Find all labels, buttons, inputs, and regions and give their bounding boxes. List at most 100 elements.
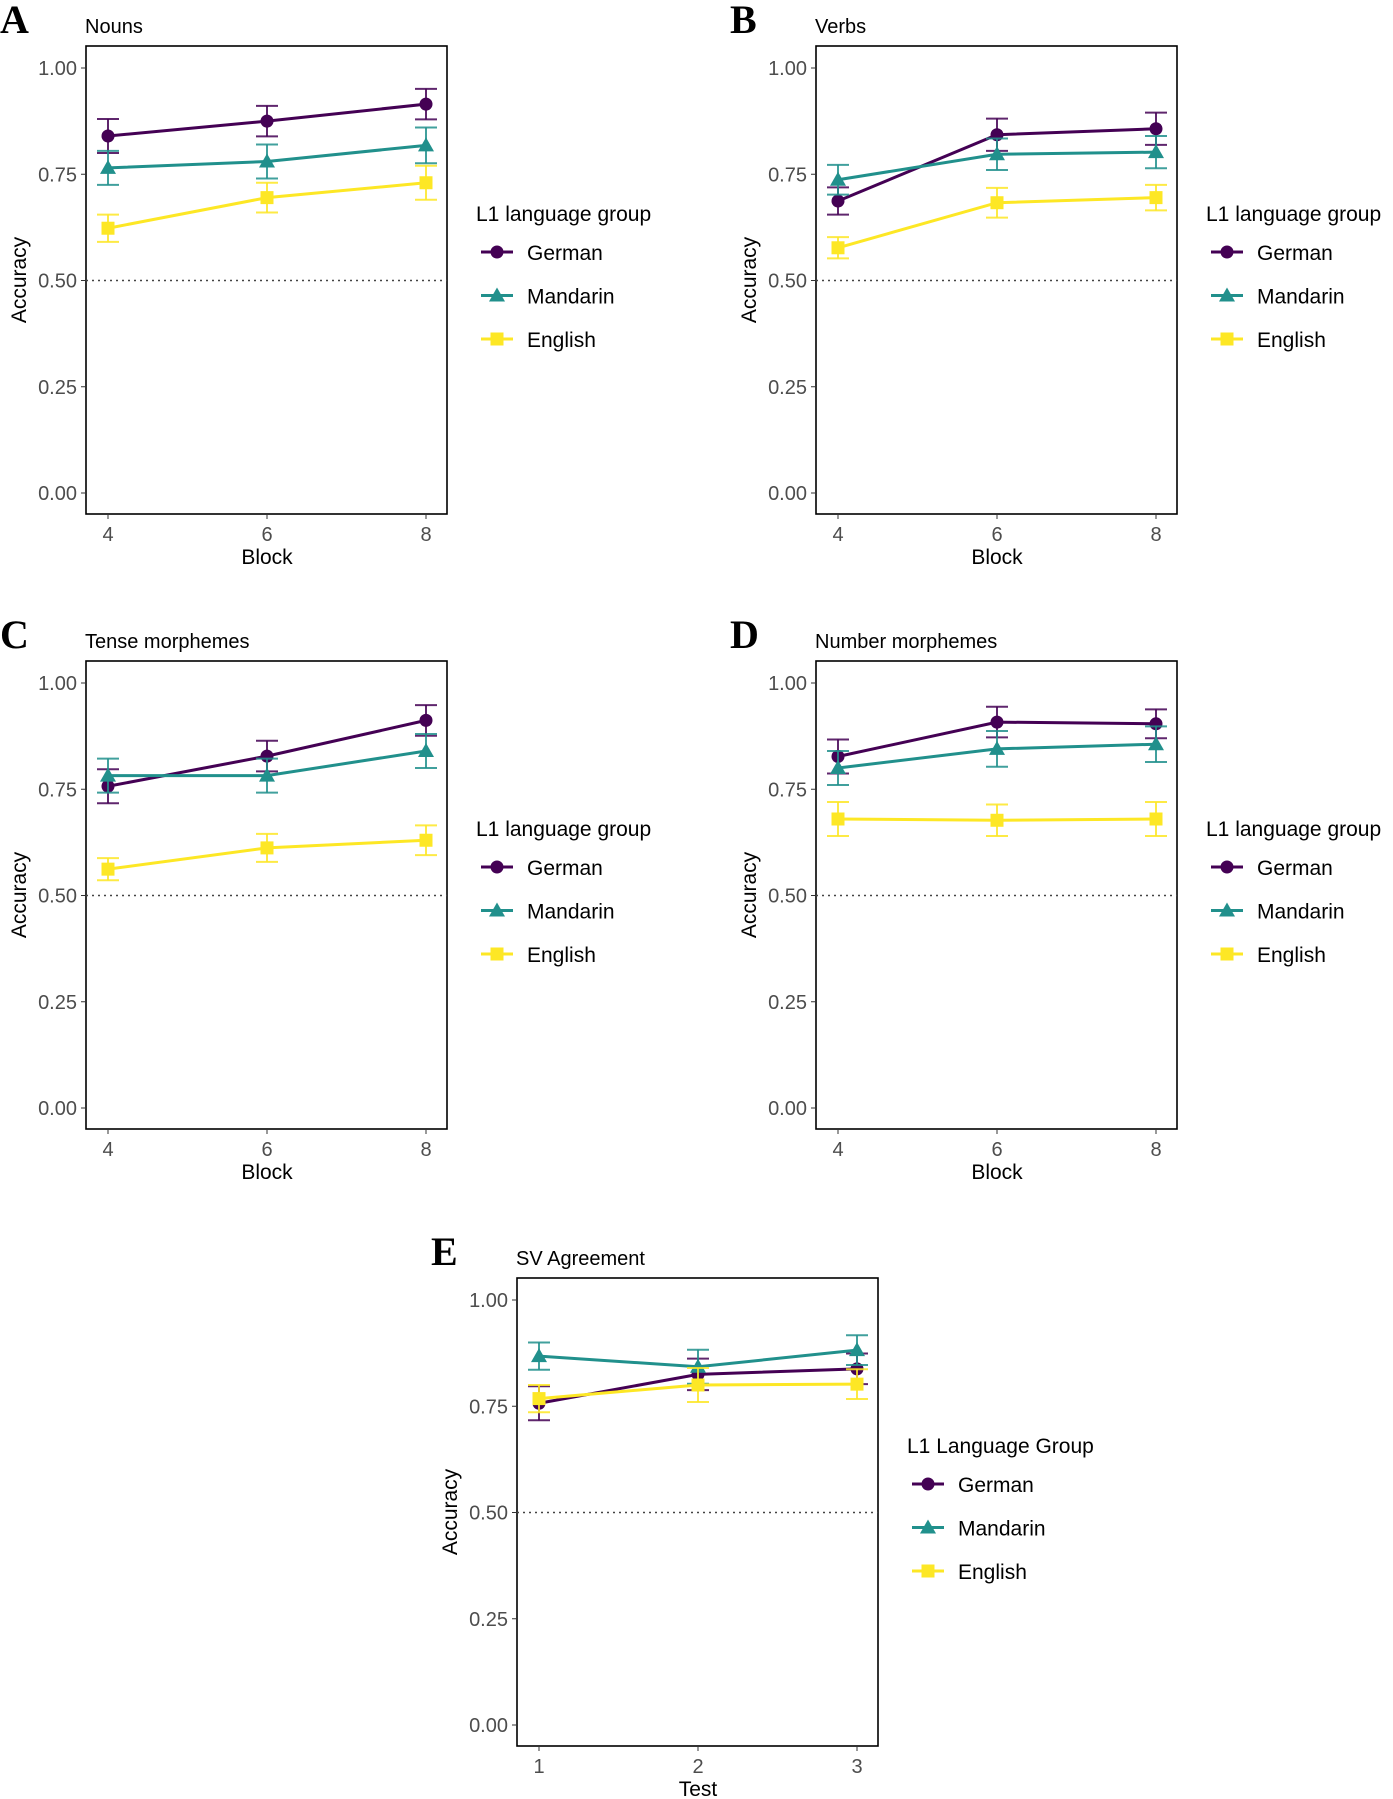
y-tick-label: 0.00	[38, 483, 77, 505]
data-point	[1148, 144, 1164, 159]
legend-item: English	[958, 1561, 1027, 1584]
data-point	[101, 129, 115, 143]
data-point	[531, 1348, 547, 1363]
x-tick-label: 1	[533, 1756, 544, 1778]
data-point	[830, 171, 846, 186]
panel-title: Verbs	[815, 16, 866, 38]
legend-key-marker	[921, 1564, 935, 1578]
legend-item: Mandarin	[527, 901, 615, 924]
panel-label: C	[0, 612, 29, 657]
data-point	[831, 812, 845, 826]
legend-item: English	[527, 944, 596, 967]
x-tick-label: 8	[1150, 1139, 1161, 1161]
data-point	[419, 97, 433, 111]
panel-c: C Tense morphemes 0.00 0.25 0.50 0.75 1.00 4 6 8 B…	[0, 612, 651, 1184]
y-tick-label: 0.50	[38, 271, 77, 293]
data-point	[532, 1392, 546, 1406]
data-point	[831, 194, 845, 208]
legend-item: English	[1257, 944, 1326, 967]
data-point	[259, 153, 275, 168]
data-point	[100, 159, 116, 174]
series-mandarin	[827, 725, 1167, 786]
y-tick-label: 0.75	[768, 164, 807, 186]
data-point	[990, 196, 1004, 210]
y-tick-label: 0.00	[768, 1098, 807, 1120]
data-point	[849, 1342, 865, 1357]
x-tick-label: 4	[102, 1139, 113, 1161]
legend-key-marker	[490, 947, 504, 961]
x-tick-label: 4	[832, 1139, 843, 1161]
legend-title: L1 language group	[1206, 203, 1381, 226]
series-mandarin	[97, 126, 437, 186]
panel-label: E	[431, 1229, 458, 1274]
legend-key-marker	[490, 860, 504, 874]
y-tick-label: 0.25	[469, 1609, 508, 1631]
x-tick-label: 3	[851, 1756, 862, 1778]
data-point	[259, 767, 275, 782]
x-tick-label: 4	[832, 524, 843, 546]
series-german	[827, 111, 1167, 216]
legend-key-marker	[490, 332, 504, 346]
x-tick-label: 6	[261, 1139, 272, 1161]
legend-key-marker	[920, 1519, 936, 1534]
series-mandarin	[827, 135, 1167, 196]
legend-item: Mandarin	[527, 286, 615, 309]
y-tick-label: 0.75	[38, 164, 77, 186]
x-tick-label: 4	[102, 524, 113, 546]
data-point	[830, 760, 846, 774]
y-tick-label: 0.50	[768, 271, 807, 293]
legend-item: German	[958, 1474, 1034, 1497]
x-axis-label: Block	[971, 546, 1023, 569]
data-point	[100, 767, 116, 782]
series-english	[97, 164, 437, 243]
data-point	[419, 833, 433, 847]
legend-item: English	[1257, 329, 1326, 352]
panel-d: D Number morphemes 0.00 0.25 0.50 0.75 1.00 4 6 8…	[730, 612, 1381, 1184]
x-tick-label: 6	[261, 524, 272, 546]
x-tick-label: 8	[420, 1139, 431, 1161]
data-point	[831, 241, 845, 255]
series-mandarin	[528, 1334, 868, 1385]
y-tick-label: 1.00	[768, 58, 807, 80]
series-german	[97, 87, 437, 154]
series-english	[827, 801, 1167, 837]
legend-title: L1 language group	[476, 818, 651, 841]
panel-b: B Verbs 0.00 0.25 0.50 0.75 1.00 4 6 8 Block Accura…	[730, 0, 1381, 569]
panel-title: SV Agreement	[516, 1248, 645, 1270]
legend-key-marker	[1220, 947, 1234, 961]
x-axis-label: Test	[679, 1778, 718, 1799]
data-point	[1148, 736, 1164, 751]
series-english	[97, 824, 437, 882]
y-axis-label: Accuracy	[439, 1468, 462, 1555]
y-tick-label: 0.25	[38, 992, 77, 1014]
series-mandarin	[97, 733, 437, 794]
legend-key-marker	[1220, 245, 1234, 259]
data-point	[260, 114, 274, 128]
series-english	[827, 183, 1167, 260]
legend-title: L1 language group	[1206, 818, 1381, 841]
legend-title: L1 language group	[476, 203, 651, 226]
data-point	[101, 862, 115, 876]
y-tick-label: 0.75	[38, 779, 77, 801]
y-axis-label: Accuracy	[8, 851, 31, 938]
legend-item: German	[527, 242, 603, 265]
data-point	[260, 191, 274, 205]
x-axis-label: Block	[241, 1161, 293, 1184]
y-tick-label: 1.00	[38, 673, 77, 695]
y-tick-label: 0.25	[768, 377, 807, 399]
y-tick-label: 1.00	[38, 58, 77, 80]
y-tick-label: 1.00	[768, 673, 807, 695]
legend-key-marker	[1220, 332, 1234, 346]
y-tick-label: 0.00	[768, 483, 807, 505]
panel-title: Number morphemes	[815, 631, 997, 653]
panel-a: A Nouns 0.00 0.25 0.50 0.75 1.00 4 6 8 Block Accura…	[0, 0, 651, 569]
data-point	[691, 1378, 705, 1392]
data-point	[989, 740, 1005, 755]
data-point	[990, 715, 1004, 729]
legend-item: German	[1257, 857, 1333, 880]
legend-item: Mandarin	[1257, 286, 1345, 309]
y-tick-label: 0.00	[38, 1098, 77, 1120]
legend-item: English	[527, 329, 596, 352]
legend-item: German	[527, 857, 603, 880]
